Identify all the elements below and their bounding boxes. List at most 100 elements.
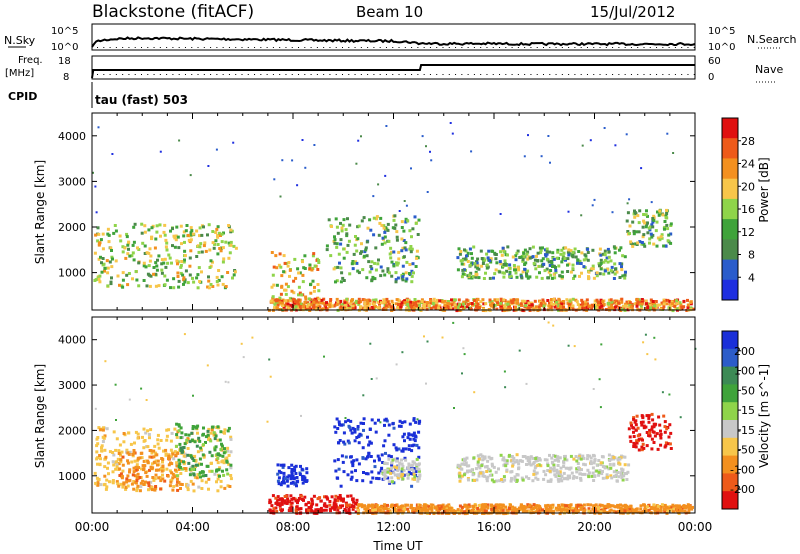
scatter-cell [152,272,156,276]
scatter-cell [380,301,383,305]
scatter-cell [271,273,275,277]
scatter-cell [316,497,320,501]
scatter-cell [399,424,403,428]
scatter-cell [232,273,236,277]
scatter-cell [303,267,307,270]
scatter-cell [371,275,375,279]
scatter-cell [474,467,478,471]
scatter-cell [143,230,147,234]
scatter-cell [335,417,339,421]
scatter-cell [659,307,663,311]
scatter-cell [161,473,164,477]
scatter-cell [198,234,201,238]
nave-label: Nave [755,63,783,76]
scatter-cell [145,284,149,288]
nave-dot [605,74,607,75]
scatter-cell [672,507,676,511]
scatter-cell [197,436,201,440]
scatter-cell [598,247,602,251]
scatter-cell [192,280,196,284]
scatter-cell [555,256,559,260]
scatter-cell [474,265,478,269]
scatter-cell [556,477,560,481]
scatter-cell [92,171,94,174]
scatter-cell [179,446,183,450]
scatter-cell [97,277,101,281]
scatter-cell [142,264,146,268]
scatter-cell [577,250,581,253]
scatter-cell [669,447,673,450]
scatter-cell [328,303,332,307]
scatter-cell [665,223,669,227]
scatter-cell [333,507,337,511]
scatter-cell [180,431,184,435]
scatter-cell [640,423,644,427]
scatter-cell [617,461,621,465]
scatter-cell [204,474,208,477]
scatter-cell [103,448,107,452]
scatter-cell [157,476,161,480]
scatter-cell [610,476,614,480]
scatter-cell [349,419,353,423]
scatter-cell [576,462,580,465]
scatter-cell [341,423,345,427]
scatter-cell [114,448,118,452]
scatter-cell [166,261,170,265]
scatter-cell [595,463,599,467]
scatter-cell [136,484,140,488]
scatter-cell [602,303,606,306]
scatter-cell [154,485,158,488]
scatter-cell [595,298,599,302]
scatter-cell [124,485,128,489]
scatter-cell [112,463,116,467]
scatter-cell [540,155,543,158]
scatter-cell [143,252,147,255]
scatter-cell [606,260,610,264]
scatter-cell [680,305,684,309]
scatter-cell [452,321,455,324]
scatter-cell [550,261,554,265]
scatter-cell [349,494,353,498]
scatter-cell [183,333,186,336]
scatter-cell [140,387,143,390]
scatter-cell [599,267,603,271]
scatter-cell [360,503,364,507]
scatter-cell [580,298,584,302]
power-x-ticks [91,113,696,310]
scatter-cell [599,301,603,305]
scatter-cell [182,278,186,282]
scatter-cell [418,419,421,423]
scatter-cell [477,474,481,478]
scatter-cell [161,460,164,464]
scatter-cell [227,224,231,227]
scatter-cell [395,448,399,452]
scatter-cell [409,250,413,254]
scatter-cell [548,301,551,305]
scatter-cell [572,457,576,461]
scatter-cell [274,506,278,510]
scatter-cell [448,302,451,306]
scatter-cell [273,306,276,310]
scatter-cell [293,257,297,261]
scatter-cell [473,479,476,482]
scatter-cell [179,271,183,275]
scatter-cell [356,225,360,229]
scatter-cell [385,468,389,472]
scatter-cell [348,272,352,276]
scatter-cell [618,262,622,266]
scatter-cell [521,509,525,513]
scatter-cell [335,279,339,283]
scatter-cell [389,455,393,459]
scatter-cell [606,267,609,271]
scatter-cell [387,239,391,243]
scatter-cell [686,306,690,309]
scatter-cell [433,300,437,304]
scatter-cell [325,505,329,508]
scatter-cell [566,466,570,470]
scatter-cell [528,275,532,279]
scatter-cell [618,457,622,461]
scatter-cell [552,303,556,306]
nave-dot [480,74,482,75]
scatter-cell [209,283,213,286]
